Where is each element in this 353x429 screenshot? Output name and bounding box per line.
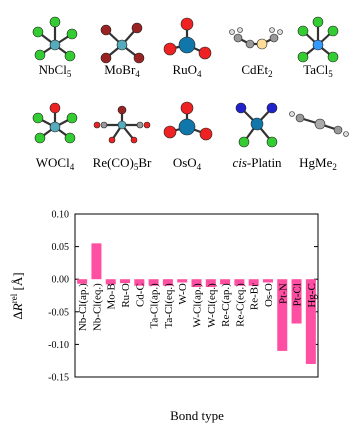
x-category-label: Ta-Cl(eq.) — [163, 283, 175, 329]
x-category-label: Os-O — [263, 283, 275, 307]
y-axis-label: ΔRrel [Å] — [9, 272, 25, 319]
bar — [91, 243, 101, 279]
x-category-label: W-Cl(eq.) — [206, 283, 218, 328]
x-category-label: Mo-B — [106, 283, 118, 309]
molecule-label: Re(CO)5Br — [93, 155, 152, 172]
molecule-label: WOCl4 — [36, 155, 75, 172]
x-category-label: Re-C(eq.) — [234, 283, 246, 327]
x-category-label: Pt-Cl — [292, 283, 304, 306]
figure: NbCl5 MoBr4 RuO4 CdEt2 TaCl5 WOCl4 Re(CO… — [0, 0, 353, 429]
molecule-label: OsO4 — [173, 155, 202, 172]
bar — [120, 279, 130, 283]
x-axis-label: Bond type — [170, 408, 224, 423]
x-category-label: Nb-Cl(eq.) — [91, 283, 103, 331]
x-category-label: Ta-Cl(ap.) — [149, 283, 161, 329]
molecule-label: cis-Platin — [232, 155, 282, 170]
molecule-label: HgMe2 — [299, 155, 337, 172]
x-category-label: W-O — [177, 283, 189, 304]
molecule-label: RuO4 — [172, 62, 202, 79]
molecule-label: MoBr4 — [104, 62, 140, 79]
bar — [177, 279, 187, 282]
x-category-label: Cd-C — [134, 283, 146, 307]
x-category-label: Re-C(ap.) — [220, 283, 232, 327]
x-category-label: Re-Br — [249, 283, 261, 310]
x-category-label: Nb-Cl(ap.) — [77, 283, 89, 331]
y-tick-label: -0.10 — [48, 340, 69, 351]
bar — [263, 279, 273, 282]
x-category-label: Ru-O — [120, 283, 132, 308]
x-category-label: Hg-C — [306, 283, 318, 307]
x-category-label: Pt-N — [277, 283, 289, 304]
molecule-drawings — [33, 17, 349, 147]
molecule-label: NbCl5 — [39, 62, 72, 79]
y-tick-label: -0.05 — [48, 307, 69, 318]
y-tick-label: 0.00 — [52, 275, 70, 286]
x-category-label: W-Cl(ap.) — [192, 283, 204, 328]
molecule-label: TaCl5 — [303, 62, 333, 79]
y-tick-label: 0.05 — [52, 242, 70, 253]
y-tick-label: -0.15 — [48, 373, 69, 384]
bar — [77, 279, 87, 284]
y-tick-label: 0.10 — [52, 210, 70, 221]
molecule-label: CdEt2 — [241, 62, 272, 79]
plot: -0.15 -0.10 -0.05 0.00 0.05 0.10 Nb-Cl(ap.)Nb-… — [48, 210, 318, 384]
